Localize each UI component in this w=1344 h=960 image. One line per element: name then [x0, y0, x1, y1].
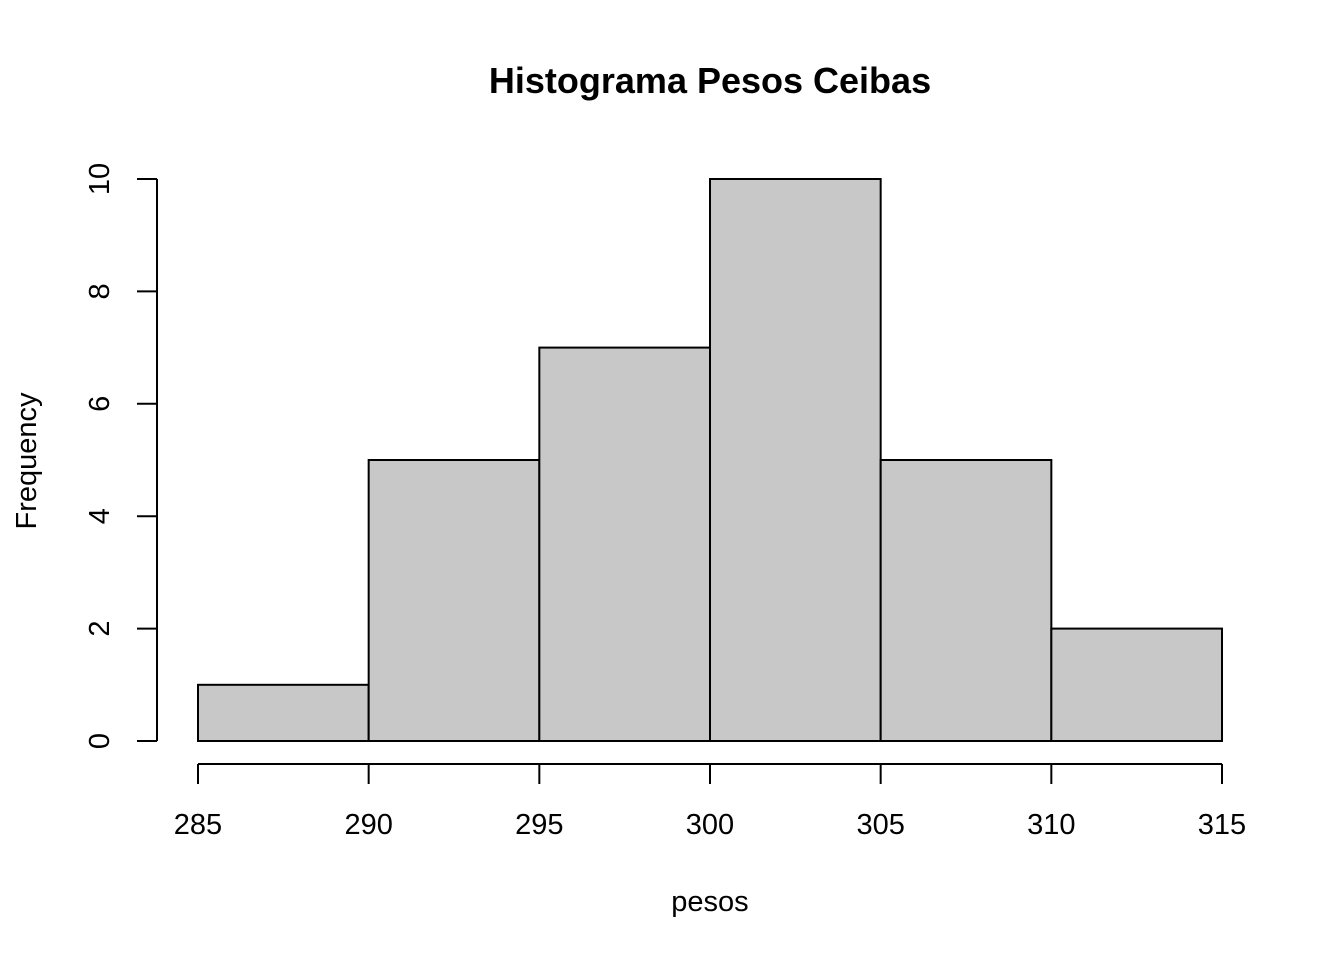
- histogram-bar: [197, 683, 370, 742]
- histogram-bar: [367, 459, 541, 742]
- x-tick-label: 310: [1027, 809, 1075, 841]
- bars-layer: [197, 178, 1224, 742]
- x-tick-label: 290: [344, 809, 392, 841]
- y-tick-label: 10: [84, 163, 116, 195]
- x-tick-label: 295: [515, 809, 563, 841]
- x-tick-label: 305: [856, 809, 904, 841]
- histogram-bar: [1050, 627, 1224, 742]
- histogram-bar: [538, 346, 711, 742]
- histogram-bar: [709, 178, 882, 742]
- y-tick-label: 6: [84, 396, 116, 412]
- y-tick-label: 8: [84, 283, 116, 299]
- y-axis-label: Frequency: [11, 392, 43, 530]
- y-tick-label: 2: [84, 621, 116, 637]
- x-tick-label: 285: [174, 809, 222, 841]
- histogram-bar: [879, 459, 1053, 742]
- chart-title: Histograma Pesos Ceibas: [489, 60, 931, 101]
- y-axis: 0 2 4 6 8 10: [84, 163, 158, 749]
- x-tick-label: 300: [686, 809, 734, 841]
- y-tick-label: 4: [84, 508, 116, 524]
- x-axis: 285 290 295 300 305 310 315: [174, 763, 1246, 841]
- y-tick-label: 0: [84, 733, 116, 749]
- x-tick-label: 315: [1198, 809, 1246, 841]
- x-axis-label: pesos: [671, 886, 748, 918]
